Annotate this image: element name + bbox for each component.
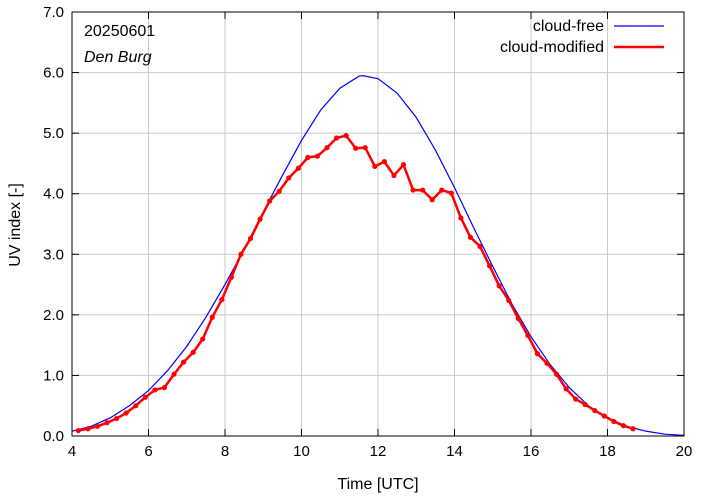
plot-frame: [71, 11, 685, 437]
data-point-cloud-modified: [295, 165, 301, 171]
data-point-cloud-modified: [410, 187, 416, 193]
data-point-cloud-modified: [486, 263, 493, 269]
data-point-cloud-modified: [544, 360, 550, 366]
data-point-cloud-modified: [515, 315, 521, 322]
data-point-cloud-modified: [611, 418, 617, 425]
x-tick-label: 16: [523, 443, 540, 460]
y-tick-label: 3.0: [43, 246, 64, 263]
data-point-cloud-modified: [333, 135, 340, 141]
x-tick-label: 14: [446, 443, 463, 460]
data-point-cloud-modified: [362, 145, 368, 151]
data-point-cloud-modified: [620, 423, 627, 429]
y-tick-label: 6.0: [43, 65, 64, 82]
data-point-cloud-modified: [190, 349, 196, 356]
data-point-cloud-modified: [496, 283, 502, 289]
data-point-cloud-modified: [247, 235, 254, 242]
data-point-cloud-modified: [171, 371, 177, 377]
data-point-cloud-modified: [467, 234, 474, 240]
y-tick-label: 7.0: [43, 4, 64, 21]
x-tick-label: 18: [599, 443, 616, 460]
data-point-cloud-modified: [563, 386, 569, 392]
y-tick-label: 1.0: [43, 367, 64, 384]
x-tick-label: 6: [144, 443, 152, 460]
data-point-cloud-modified: [286, 175, 292, 181]
plot-grid: [72, 12, 684, 436]
data-point-cloud-modified: [238, 251, 244, 257]
data-point-cloud-modified: [448, 190, 454, 196]
y-axis-label: UV index [-]: [7, 183, 24, 267]
data-point-cloud-modified: [381, 159, 387, 165]
legend: cloud-free cloud-modified: [500, 18, 664, 56]
data-point-cloud-modified: [85, 426, 91, 432]
x-tick-label: 12: [370, 443, 387, 460]
data-point-cloud-modified: [114, 415, 120, 422]
data-point-cloud-modified: [630, 426, 636, 432]
series-line-cloud-modified: [78, 134, 634, 432]
data-point-cloud-modified: [75, 427, 81, 434]
data-point-cloud-modified: [200, 336, 206, 342]
data-point-cloud-modified: [420, 187, 426, 193]
legend-label-cloud-free: cloud-free: [533, 18, 604, 35]
data-point-cloud-modified: [525, 332, 531, 339]
x-tick-label: 4: [68, 443, 76, 460]
axis-tick-labels: 4 6 8 10 12 14 16 18 20 0.0 1.0 2.0 3.0 4.0 5.0 6.0 7.0: [43, 4, 692, 460]
data-point-cloud-modified: [439, 187, 445, 193]
date-annotation: 20250601: [84, 23, 155, 40]
data-point-cloud-modified: [123, 410, 129, 416]
data-point-cloud-modified: [104, 420, 110, 426]
data-point-cloud-modified: [391, 172, 397, 179]
data-point-cloud-modified: [94, 423, 101, 429]
data-point-cloud-modified: [209, 314, 215, 320]
legend-label-cloud-modified: cloud-modified: [500, 39, 604, 56]
data-point-cloud-modified: [429, 197, 435, 203]
series-layer: [71, 74, 685, 436]
data-point-cloud-modified: [180, 359, 187, 365]
data-point-cloud-modified: [343, 132, 349, 139]
data-point-cloud-modified: [534, 351, 540, 357]
data-point-cloud-modified: [573, 396, 579, 402]
x-tick-label: 20: [676, 443, 693, 460]
data-point-cloud-modified: [267, 198, 273, 204]
data-point-cloud-modified: [372, 163, 378, 170]
data-point-cloud-modified: [592, 407, 598, 414]
x-tick-label: 8: [221, 443, 229, 460]
x-tick-label: 10: [293, 443, 310, 460]
data-point-cloud-modified: [152, 387, 158, 393]
series-line-cloud-free: [71, 74, 685, 436]
data-point-cloud-modified: [400, 162, 407, 168]
data-point-cloud-modified: [353, 145, 359, 151]
data-point-cloud-modified: [257, 216, 263, 222]
data-point-cloud-modified: [219, 297, 225, 303]
data-point-cloud-modified: [276, 188, 282, 194]
data-point-cloud-modified: [228, 274, 234, 280]
data-point-cloud-modified: [161, 384, 168, 391]
y-tick-label: 5.0: [43, 125, 64, 142]
data-point-cloud-modified: [305, 154, 311, 160]
data-point-cloud-modified: [458, 215, 464, 221]
data-point-cloud-modified: [553, 371, 560, 377]
data-point-cloud-modified: [582, 401, 588, 408]
x-axis-label: Time [UTC]: [337, 476, 418, 493]
data-point-cloud-modified: [477, 243, 483, 250]
data-point-cloud-modified: [314, 153, 321, 159]
y-tick-label: 4.0: [43, 186, 64, 203]
data-point-cloud-modified: [601, 413, 607, 419]
y-tick-label: 0.0: [43, 428, 64, 445]
station-annotation: Den Burg: [84, 49, 152, 66]
data-point-cloud-modified: [133, 403, 139, 409]
data-point-cloud-modified: [142, 394, 148, 400]
data-point-cloud-modified: [324, 145, 330, 151]
data-point-cloud-modified: [506, 297, 512, 303]
y-tick-label: 2.0: [43, 307, 64, 324]
